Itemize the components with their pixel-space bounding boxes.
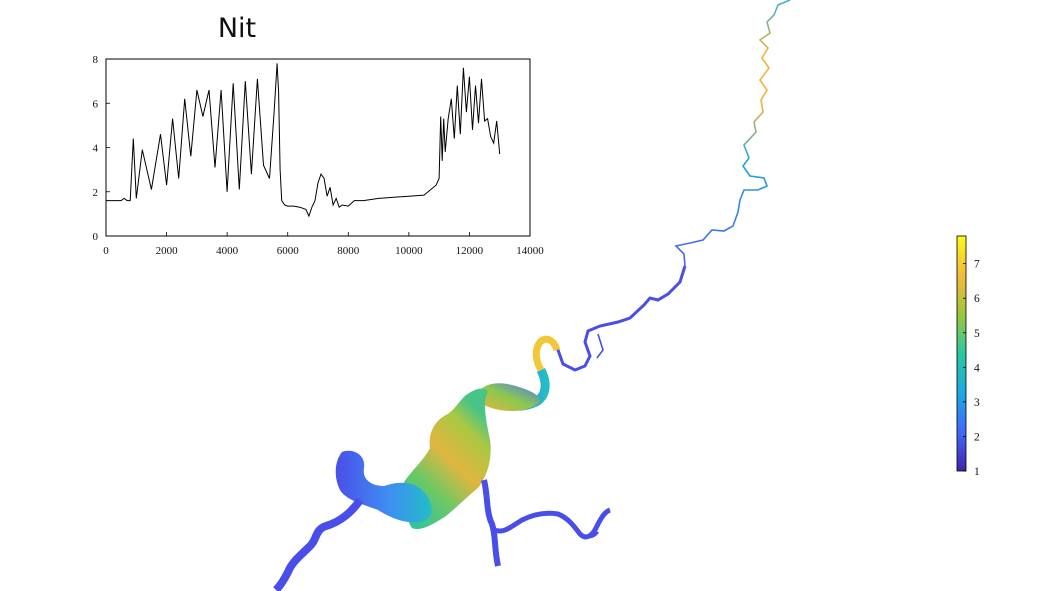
x-tick-label: 2000 (156, 245, 179, 257)
northern-lobe (476, 383, 540, 411)
y-tick-label: 2 (93, 187, 99, 199)
x-tick-label: 10000 (395, 245, 423, 257)
x-tick-label: 6000 (277, 245, 300, 257)
colorbar-tick-label: 3 (974, 397, 980, 409)
x-axis: 0 2000 4000 6000 8000 10000 12000 14000 (103, 232, 544, 257)
y-axis: 0 2 4 6 8 (93, 54, 110, 243)
river-bend (532, 335, 561, 372)
x-tick-label: 14000 (516, 245, 544, 257)
lower-outflow (273, 497, 364, 591)
series-group (106, 63, 501, 218)
y-tick-label: 0 (93, 231, 99, 243)
x-tick-label: 12000 (456, 245, 484, 257)
x-tick-label: 0 (103, 245, 109, 257)
plot-frame (105, 58, 531, 237)
colorbar-tick-label: 1 (974, 466, 980, 478)
y-tick-label: 8 (93, 54, 99, 66)
upper-river (674, 0, 791, 267)
east-creek-branch (577, 531, 599, 539)
east-creek (493, 507, 612, 540)
river-estuary-map (273, 0, 791, 591)
middle-river-branch (596, 333, 604, 359)
series-line-0 (106, 63, 501, 218)
chart-title: Nit (218, 13, 256, 44)
x-tick-label: 8000 (337, 245, 360, 257)
colorbar-gradient (956, 235, 967, 472)
left-bay (335, 450, 432, 523)
colorbar-ticks: 1 2 3 4 5 6 7 (963, 259, 980, 478)
colorbar: 1 2 3 4 5 6 7 (956, 235, 980, 478)
y-tick-label: 6 (93, 98, 99, 110)
colorbar-tick-label: 7 (974, 259, 980, 271)
east-arm (481, 479, 501, 567)
colorbar-tick-label: 6 (974, 293, 980, 305)
colorbar-tick-label: 5 (974, 328, 980, 340)
x-tick-label: 4000 (216, 245, 239, 257)
main-lake (404, 388, 491, 530)
y-tick-label: 4 (93, 143, 99, 155)
middle-river (550, 265, 687, 372)
colorbar-tick-label: 4 (974, 362, 980, 374)
colorbar-tick-label: 2 (974, 431, 980, 443)
inset-line-chart: Nit 0 2000 4000 6000 8000 10000 12000 14000 0 2 4… (93, 13, 545, 257)
